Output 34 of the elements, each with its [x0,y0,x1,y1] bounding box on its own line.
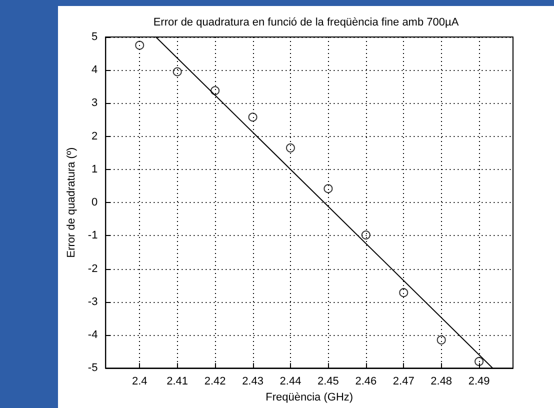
point [474,356,484,366]
chart-title: Error de quadratura en funció de la freqüència fine amb 700µA [153,16,460,28]
y-tick-label: 5 [92,31,98,43]
point [324,184,333,194]
point [436,335,446,344]
x-tick-label: 2.43 [242,376,264,388]
y-axis-title: Error de quadratura (º) [66,147,78,258]
point [286,143,295,152]
x-tick-label: 2.47 [392,376,414,388]
point [172,67,182,76]
y-tick-label: 4 [92,64,98,76]
y-tick-label: -1 [88,230,98,242]
x-tick-label: 2.49 [468,376,490,388]
x-tick-label: 2.46 [355,376,377,388]
point [248,112,258,122]
point [361,230,370,240]
y-tick-label: -2 [88,262,98,275]
point [135,40,144,50]
x-tick-label: 2.45 [317,376,339,388]
x-tick-label: 2.48 [430,376,452,388]
x-tick-label: 2.41 [166,376,188,388]
point [399,288,408,298]
y-tick-label: -4 [88,328,98,341]
y-tick-label: -5 [88,362,98,374]
x-tick-label: 2.4 [132,376,148,388]
y-tick-label: -3 [88,296,98,308]
x-axis-title: Freqüència (GHz) [266,392,354,404]
x-tick-label: 2.42 [204,376,226,388]
point [210,86,220,96]
y-tick-label: 3 [92,97,98,110]
y-tick-label: 1 [92,163,98,176]
x-tick-label: 2.44 [280,376,302,388]
y-tick-label: 0 [92,196,98,209]
y-tick-label: 2 [92,130,98,142]
